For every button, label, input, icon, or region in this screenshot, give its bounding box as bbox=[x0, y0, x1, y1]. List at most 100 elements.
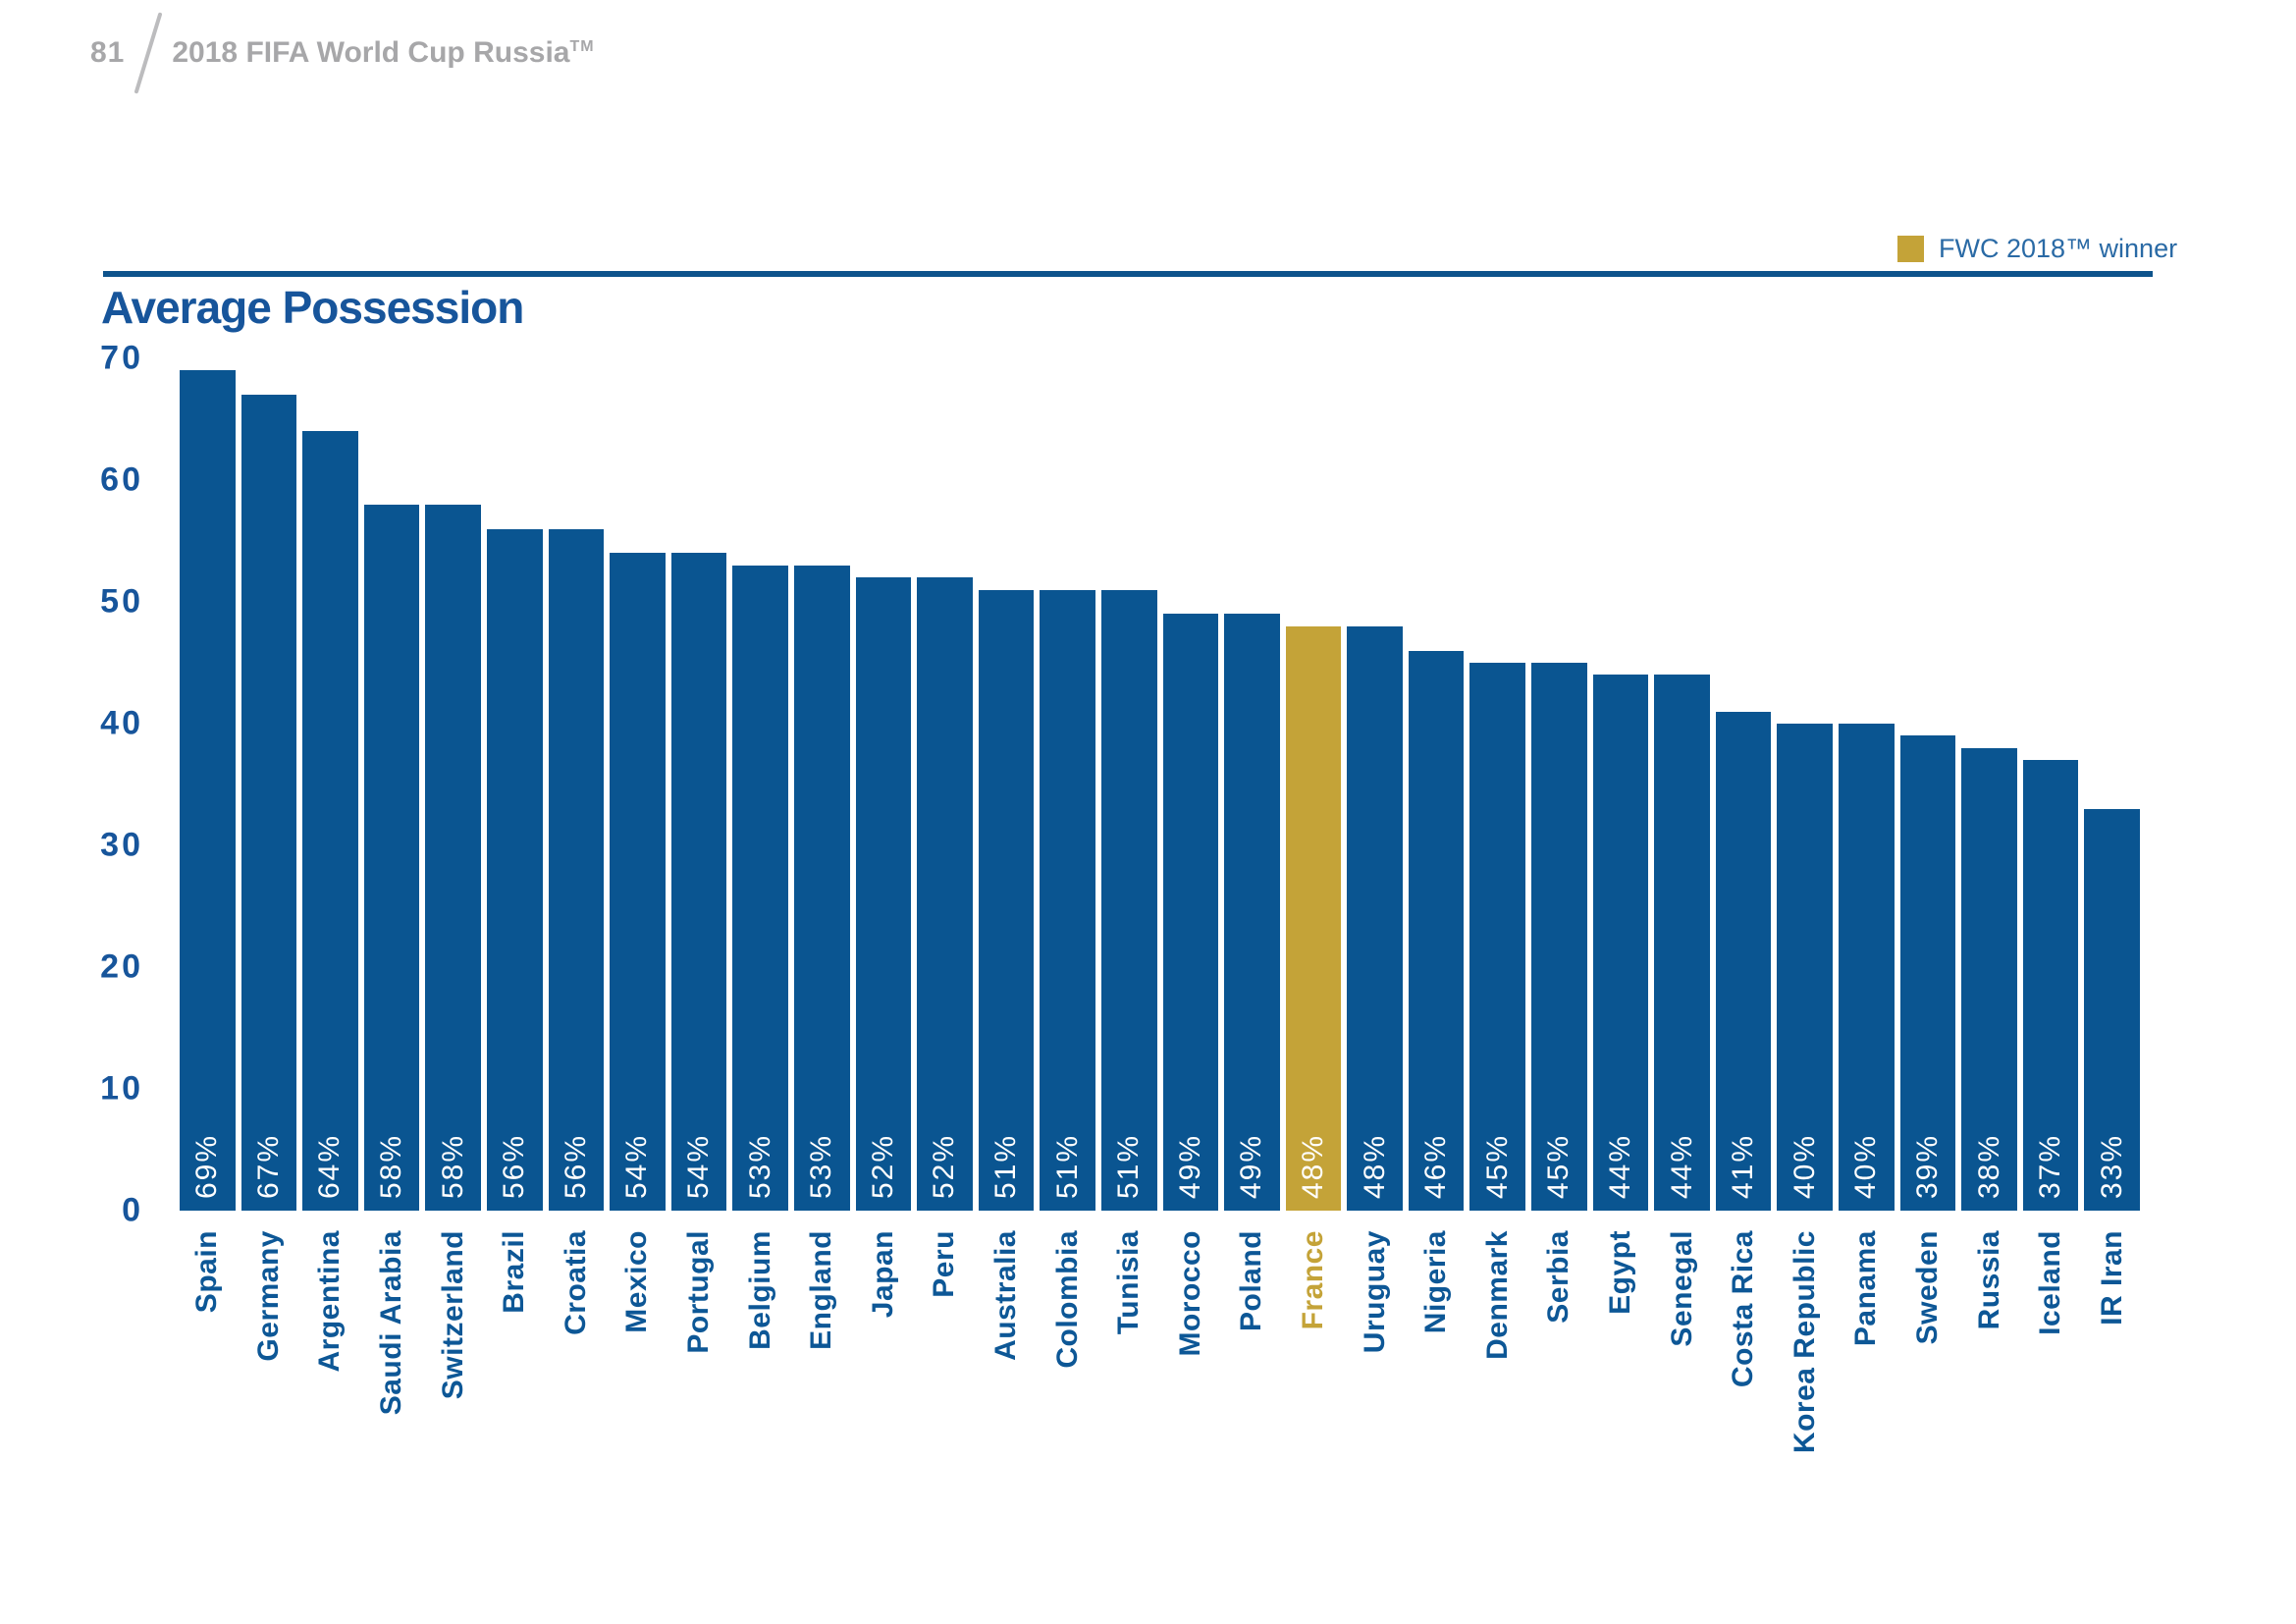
bar-column: 40% bbox=[1839, 358, 1895, 1211]
bar: 53% bbox=[793, 565, 850, 1211]
page-header: 81 2018 FIFA World Cup RussiaTM bbox=[90, 8, 595, 98]
country-label: Korea Republic bbox=[1788, 1230, 1821, 1454]
bar-value-label: 56% bbox=[498, 1133, 531, 1199]
bar-value-label: 48% bbox=[1296, 1133, 1329, 1199]
bar-column: 38% bbox=[1961, 358, 2017, 1211]
x-label-cell: Sweden bbox=[1900, 1230, 1956, 1564]
x-label-cell: France bbox=[1286, 1230, 1342, 1564]
x-axis-labels: Spain Germany Argentina Saudi Arabia Switzer… bbox=[180, 1230, 2140, 1564]
bar-column: 41% bbox=[1715, 358, 1772, 1211]
country-label: Croatia bbox=[559, 1230, 592, 1335]
bar: 45% bbox=[1469, 663, 1526, 1211]
chart-legend: FWC 2018™ winner bbox=[1897, 234, 2177, 264]
country-label: Peru bbox=[928, 1230, 961, 1298]
bar-column: 51% bbox=[978, 358, 1035, 1211]
country-label: Morocco bbox=[1173, 1230, 1206, 1357]
country-label: Switzerland bbox=[436, 1230, 469, 1400]
bar-value-label: 51% bbox=[1112, 1133, 1146, 1199]
x-label-cell: Switzerland bbox=[425, 1230, 481, 1564]
bar-column: 39% bbox=[1899, 358, 1956, 1211]
country-label: Sweden bbox=[1910, 1230, 1944, 1345]
bar-value-label: 58% bbox=[375, 1133, 408, 1199]
page-number: 81 bbox=[90, 36, 126, 69]
x-label-cell: Croatia bbox=[549, 1230, 605, 1564]
x-label-cell: Portugal bbox=[671, 1230, 727, 1564]
x-label-cell: Argentina bbox=[302, 1230, 358, 1564]
bar-column: 33% bbox=[2084, 358, 2140, 1211]
bar-column: 48% bbox=[1347, 358, 1403, 1211]
bar: 44% bbox=[1654, 675, 1710, 1211]
x-label-cell: Morocco bbox=[1163, 1230, 1219, 1564]
bar-value-label: 41% bbox=[1727, 1133, 1760, 1199]
y-tick-label: 40 bbox=[100, 704, 143, 742]
x-label-cell: Senegal bbox=[1654, 1230, 1710, 1564]
x-label-cell: Japan bbox=[856, 1230, 912, 1564]
bar: 58% bbox=[363, 504, 420, 1211]
x-label-cell: Poland bbox=[1224, 1230, 1280, 1564]
country-label: IR Iran bbox=[2095, 1230, 2128, 1326]
bar-value-label: 46% bbox=[1419, 1133, 1453, 1199]
country-label: Argentina bbox=[313, 1230, 347, 1373]
country-label: Germany bbox=[251, 1230, 285, 1362]
y-tick-label: 0 bbox=[122, 1191, 143, 1229]
bar-value-label: 53% bbox=[743, 1133, 776, 1199]
document-title-text: 2018 FIFA World Cup Russia bbox=[172, 36, 570, 69]
bar-column: 54% bbox=[670, 358, 727, 1211]
bar-column: 69% bbox=[180, 358, 236, 1211]
x-label-cell: Germany bbox=[241, 1230, 297, 1564]
country-label: Japan bbox=[866, 1230, 899, 1319]
bar: 64% bbox=[302, 431, 358, 1211]
bar-column: 45% bbox=[1469, 358, 1526, 1211]
bar-value-label: 51% bbox=[989, 1133, 1023, 1199]
bar-column: 40% bbox=[1777, 358, 1834, 1211]
bar-value-label: 64% bbox=[313, 1133, 347, 1199]
x-label-cell: Serbia bbox=[1531, 1230, 1587, 1564]
country-label: Costa Rica bbox=[1727, 1230, 1760, 1388]
x-label-cell: IR Iran bbox=[2084, 1230, 2140, 1564]
country-label: Nigeria bbox=[1419, 1230, 1453, 1334]
bar: 44% bbox=[1592, 675, 1649, 1211]
x-label-cell: Belgium bbox=[732, 1230, 788, 1564]
bar-value-label: 45% bbox=[1542, 1133, 1575, 1199]
x-label-cell: England bbox=[794, 1230, 850, 1564]
bar-column: 49% bbox=[1162, 358, 1219, 1211]
bar-column: 45% bbox=[1531, 358, 1587, 1211]
bar: 33% bbox=[2084, 808, 2140, 1211]
bar-column: 64% bbox=[302, 358, 358, 1211]
country-label: Denmark bbox=[1480, 1230, 1514, 1360]
bar: 40% bbox=[1777, 724, 1834, 1211]
x-label-cell: Peru bbox=[917, 1230, 973, 1564]
x-label-cell: Australia bbox=[979, 1230, 1035, 1564]
bar: 51% bbox=[1040, 589, 1095, 1211]
bar-value-label: 51% bbox=[1050, 1133, 1084, 1199]
bar-value-label: 38% bbox=[1972, 1133, 2005, 1199]
bar-column: 58% bbox=[425, 358, 481, 1211]
x-label-cell: Denmark bbox=[1469, 1230, 1525, 1564]
bar: 54% bbox=[610, 553, 666, 1211]
bar: 41% bbox=[1715, 711, 1772, 1211]
bar-column: 44% bbox=[1592, 358, 1649, 1211]
y-tick-label: 10 bbox=[100, 1069, 143, 1108]
x-label-cell: Uruguay bbox=[1347, 1230, 1403, 1564]
y-tick-label: 70 bbox=[100, 339, 143, 377]
x-label-cell: Egypt bbox=[1593, 1230, 1649, 1564]
bar: 56% bbox=[486, 528, 543, 1211]
x-label-cell: Nigeria bbox=[1409, 1230, 1465, 1564]
bar-value-label: 40% bbox=[1849, 1133, 1883, 1199]
bar: 52% bbox=[855, 577, 912, 1211]
country-label: Australia bbox=[989, 1230, 1023, 1361]
bar: 56% bbox=[548, 528, 605, 1211]
x-label-cell: Mexico bbox=[610, 1230, 666, 1564]
bar-column: 53% bbox=[793, 358, 850, 1211]
bar-column: 54% bbox=[610, 358, 666, 1211]
bar: 67% bbox=[240, 395, 297, 1211]
bar-value-label: 52% bbox=[928, 1133, 961, 1199]
chart-title: Average Possession bbox=[101, 282, 524, 333]
bar-column: 52% bbox=[917, 358, 973, 1211]
x-label-cell: Korea Republic bbox=[1777, 1230, 1833, 1564]
bar-column: 46% bbox=[1408, 358, 1465, 1211]
bar: 58% bbox=[425, 504, 481, 1211]
country-label: Brazil bbox=[498, 1230, 531, 1314]
x-label-cell: Costa Rica bbox=[1716, 1230, 1772, 1564]
